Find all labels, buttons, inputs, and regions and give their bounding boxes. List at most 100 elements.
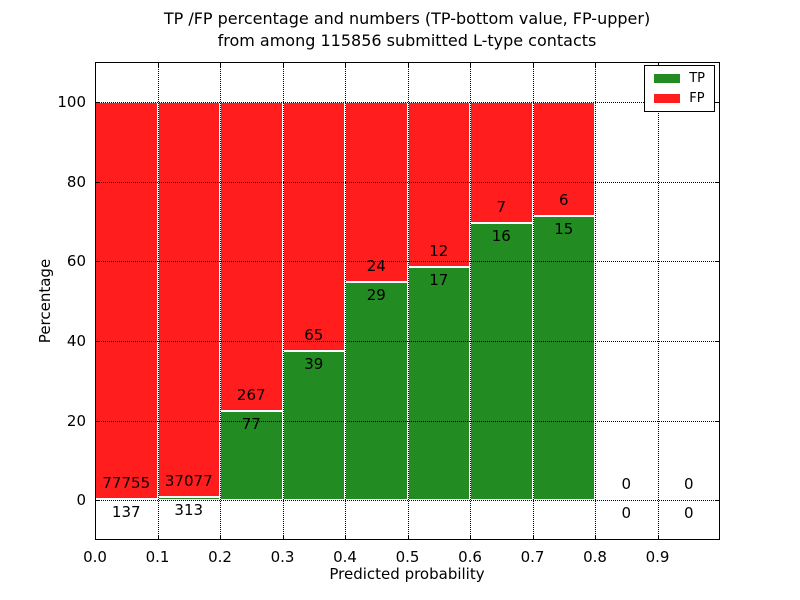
fp-count-label: 24 xyxy=(366,257,386,276)
x-tick-bottom xyxy=(282,535,284,540)
y-tick-left xyxy=(95,101,100,103)
tp-bar-segment xyxy=(220,411,283,501)
fp-count-label: 0 xyxy=(621,475,632,494)
tp-bar-segment xyxy=(282,350,345,501)
y-tick-label: 60 xyxy=(66,252,86,271)
tp-count-label: 0 xyxy=(621,504,632,523)
x-tick-top xyxy=(470,62,471,67)
x-tick-bottom xyxy=(95,535,96,540)
chart-title-line1: TP /FP percentage and numbers (TP-bottom… xyxy=(163,9,651,28)
tp-count-label: 15 xyxy=(554,219,574,238)
y-tick-label: 40 xyxy=(66,331,86,350)
x-tick-bottom xyxy=(532,535,534,540)
fp-bar-segment xyxy=(95,101,158,500)
v-gridline xyxy=(657,62,659,540)
x-tick-label: 0.1 xyxy=(145,548,170,566)
y-tick-label: 80 xyxy=(66,172,86,191)
fp-count-label: 65 xyxy=(304,325,324,344)
x-tick-top xyxy=(407,62,409,67)
tp-bar-segment xyxy=(532,215,595,501)
y-tick-right xyxy=(715,420,720,422)
x-tick-bottom xyxy=(595,535,596,540)
fp-count-label: 0 xyxy=(683,475,694,494)
tp-count-label: 29 xyxy=(366,286,386,305)
fp-bar-segment xyxy=(407,101,470,267)
tp-count-label: 77 xyxy=(241,415,261,433)
y-axis-label: Percentage xyxy=(36,258,54,344)
y-tick-label: 20 xyxy=(66,411,86,430)
legend: TP FP xyxy=(644,65,715,112)
y-tick-right xyxy=(715,500,720,502)
x-tick-bottom xyxy=(220,535,221,540)
tp-count-label: 39 xyxy=(304,354,324,373)
chart-title-line2: from among 115856 submitted L-type conta… xyxy=(217,31,597,50)
y-tick-left xyxy=(95,500,100,502)
legend-label-tp: TP xyxy=(689,71,705,86)
fp-count-label: 267 xyxy=(236,386,266,404)
x-tick-top xyxy=(595,62,596,67)
y-tick-right xyxy=(715,340,720,342)
v-gridline xyxy=(157,62,159,540)
y-tick-label: 100 xyxy=(57,92,86,111)
legend-label-fp: FP xyxy=(689,91,705,106)
fp-color-swatch-icon xyxy=(654,94,681,103)
v-gridline xyxy=(407,62,409,540)
fp-count-label: 37077 xyxy=(164,471,213,490)
x-tick-bottom xyxy=(345,535,346,540)
y-tick-label: 0 xyxy=(76,491,86,510)
x-tick-label: 0.8 xyxy=(583,548,607,566)
tp-count-label: 137 xyxy=(111,503,141,522)
x-tick-bottom xyxy=(470,535,471,540)
fp-count-label: 6 xyxy=(558,190,569,209)
fp-bar-segment xyxy=(345,101,408,283)
tp-count-label: 16 xyxy=(491,227,511,246)
fp-bar-segment xyxy=(282,101,345,351)
fp-count-label: 12 xyxy=(429,241,449,260)
x-tick-top xyxy=(532,62,534,67)
x-tick-label: 0.4 xyxy=(333,548,357,566)
x-tick-top xyxy=(282,62,284,67)
x-tick-label: 0.9 xyxy=(645,548,670,566)
fp-bar-segment xyxy=(157,101,220,497)
fp-count-label: 7 xyxy=(496,198,507,217)
y-tick-right xyxy=(715,181,720,183)
x-tick-label: 0.6 xyxy=(458,548,482,566)
y-tick-left xyxy=(95,420,100,422)
tp-count-label: 17 xyxy=(429,270,449,289)
tp-bar-segment xyxy=(345,282,408,501)
tp-color-swatch-icon xyxy=(654,74,681,83)
x-axis-label: Predicted probability xyxy=(329,565,485,583)
x-tick-bottom xyxy=(407,535,409,540)
fp-count-label: 77755 xyxy=(102,474,151,493)
v-gridline xyxy=(470,62,471,540)
plot-area: TP FP 77755 137 37077 313 267 77 65 39 24 29 12 17 7… xyxy=(95,62,720,540)
tp-bar-segment xyxy=(470,223,533,501)
v-gridline xyxy=(595,62,596,540)
v-gridline xyxy=(532,62,534,540)
x-tick-bottom xyxy=(157,535,159,540)
v-gridline xyxy=(220,62,221,540)
x-tick-top xyxy=(95,62,96,67)
x-tick-label: 0.5 xyxy=(395,548,420,566)
x-tick-bottom xyxy=(657,535,659,540)
y-tick-left xyxy=(95,340,100,342)
x-tick-label: 0.2 xyxy=(208,548,232,566)
legend-item-fp: FP xyxy=(654,92,705,105)
y-tick-right xyxy=(715,101,720,103)
legend-item-tp: TP xyxy=(654,72,705,85)
tp-count-label: 313 xyxy=(174,500,204,519)
x-tick-label: 0.7 xyxy=(520,548,545,566)
x-tick-top xyxy=(345,62,346,67)
y-tick-left xyxy=(95,181,100,183)
x-tick-label: 0.0 xyxy=(83,548,107,566)
tp-count-label: 0 xyxy=(683,504,694,523)
fp-bar-segment xyxy=(220,101,283,411)
x-tick-top xyxy=(220,62,221,67)
tp-bar-segment xyxy=(407,266,470,501)
x-tick-top xyxy=(157,62,159,67)
y-tick-right xyxy=(715,261,720,263)
chart-title: TP /FP percentage and numbers (TP-bottom… xyxy=(57,8,757,52)
x-tick-label: 0.3 xyxy=(270,548,295,566)
x-tick-top xyxy=(657,62,659,67)
